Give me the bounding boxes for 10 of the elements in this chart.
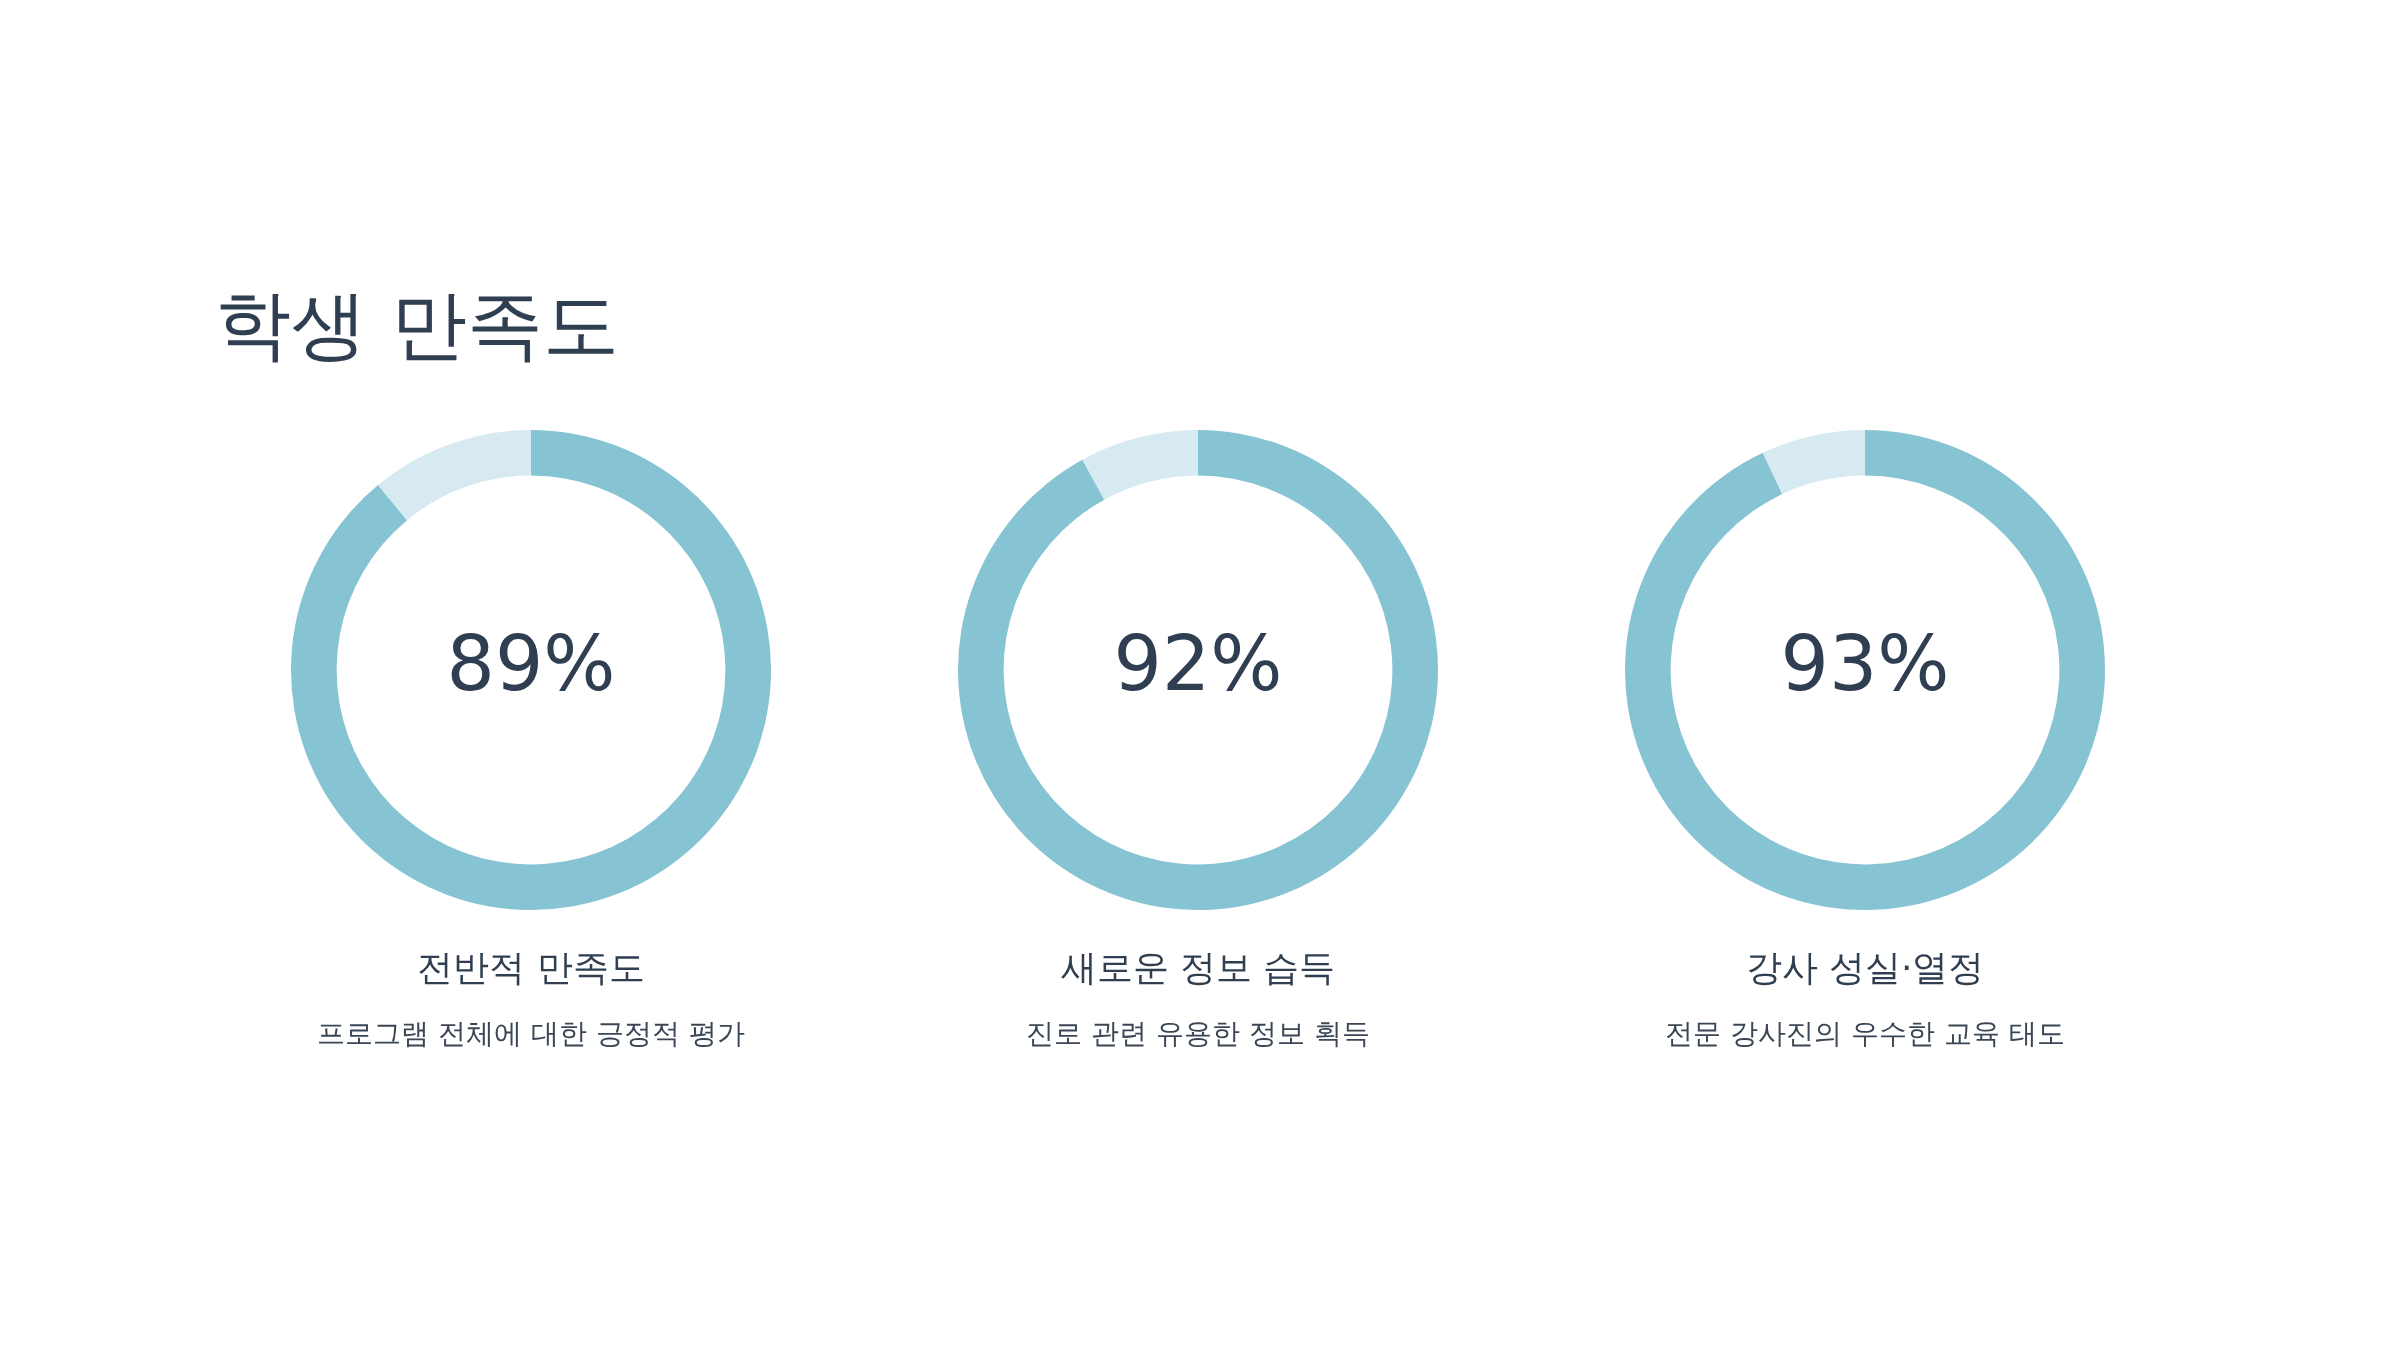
text: 전반적 만족도 bbox=[416, 946, 646, 990]
text: 학생 만족도 bbox=[215, 279, 620, 371]
data-label: 93% bbox=[1780, 618, 1950, 708]
text: 새로운 정보 습득 bbox=[1059, 946, 1337, 990]
text: 진로 관련 유용한 정보 획득 bbox=[1025, 1016, 1371, 1052]
data-label: 92% bbox=[1113, 618, 1283, 708]
text: 프로그램 전체에 대한 긍정적 평가 bbox=[316, 1016, 746, 1052]
data-label: 89% bbox=[446, 618, 616, 708]
text: 전문 강사진의 우수한 교육 태도 bbox=[1664, 1016, 2066, 1052]
text: 강사 성실·열정 bbox=[1744, 946, 1986, 990]
